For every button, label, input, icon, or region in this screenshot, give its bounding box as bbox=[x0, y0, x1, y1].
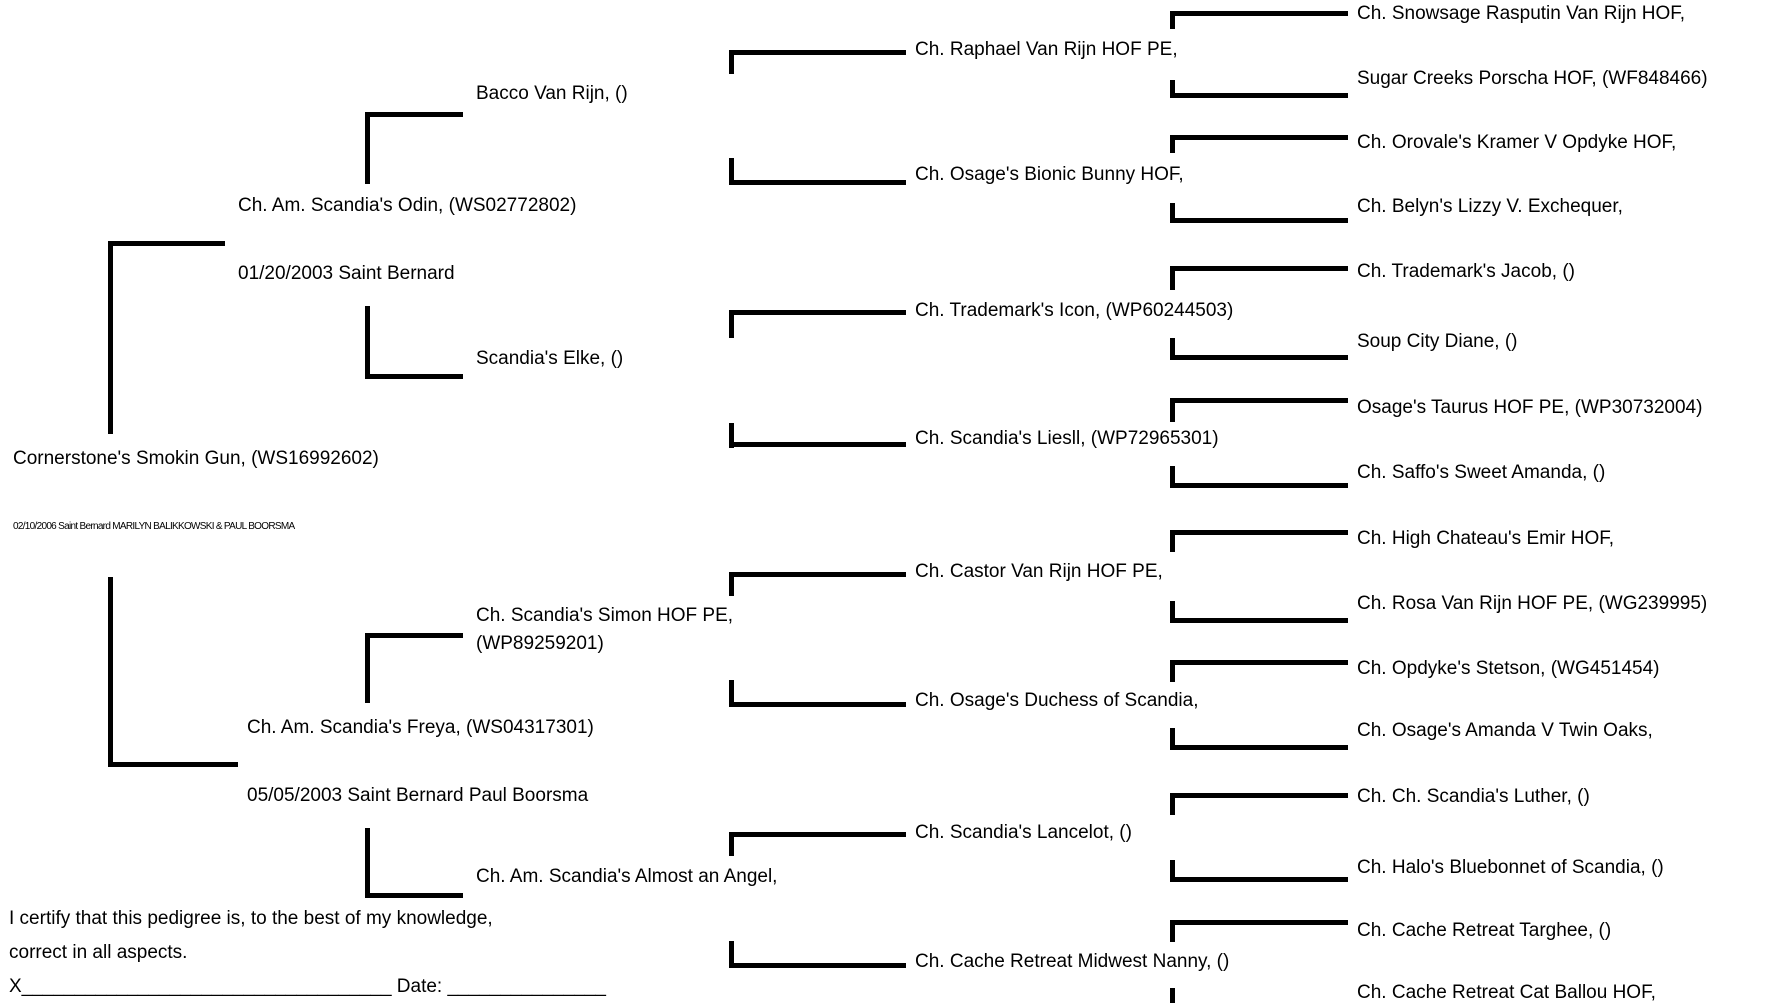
ssd-dam: Ch. Belyn's Lizzy V. Exchequer, bbox=[1357, 196, 1623, 217]
bracket-line bbox=[1170, 466, 1175, 488]
bracket-line bbox=[1170, 218, 1348, 223]
bracket-line bbox=[1170, 660, 1348, 665]
bracket-line bbox=[1170, 530, 1175, 552]
bracket-line bbox=[1170, 266, 1175, 290]
bracket-line bbox=[1170, 11, 1175, 29]
bracket-line bbox=[1170, 988, 1175, 1003]
bracket-line bbox=[1170, 203, 1175, 223]
bracket-line bbox=[365, 633, 463, 638]
bracket-line bbox=[108, 241, 225, 246]
sdd-sire: Osage's Taurus HOF PE, (WP30732004) bbox=[1357, 397, 1703, 418]
bracket-line bbox=[729, 310, 734, 338]
bracket-line bbox=[365, 374, 463, 379]
sds-sire: Ch. Trademark's Jacob, () bbox=[1357, 261, 1575, 282]
ss-dam: Ch. Osage's Bionic Bunny HOF, bbox=[915, 164, 1184, 185]
sire-sire-name: Bacco Van Rijn, () bbox=[476, 83, 628, 104]
bracket-line bbox=[1170, 860, 1175, 882]
bracket-line bbox=[1170, 135, 1175, 153]
bracket-line bbox=[108, 762, 238, 767]
bracket-line bbox=[729, 423, 734, 448]
bracket-line bbox=[729, 702, 906, 707]
sss-sire: Ch. Snowsage Rasputin Van Rijn HOF, bbox=[1357, 3, 1686, 24]
subject-info: 02/10/2006 Saint Bernard MARILYN BALIKKO… bbox=[13, 521, 295, 532]
sss-dam: Sugar Creeks Porscha HOF, (WF848466) bbox=[1357, 68, 1708, 89]
bracket-line bbox=[729, 310, 906, 315]
bracket-line bbox=[108, 241, 113, 434]
bracket-line bbox=[1170, 793, 1175, 815]
ddd-sire: Ch. Cache Retreat Targhee, () bbox=[1357, 920, 1612, 941]
sire-name: Ch. Am. Scandia's Odin, (WS02772802) bbox=[238, 195, 577, 216]
sd-sire: Ch. Trademark's Icon, (WP60244503) bbox=[915, 300, 1234, 321]
ss-sire: Ch. Raphael Van Rijn HOF PE, bbox=[915, 39, 1178, 60]
dam-sire-reg: (WP89259201) bbox=[476, 633, 604, 654]
sdd-dam: Ch. Saffo's Sweet Amanda, () bbox=[1357, 462, 1606, 483]
dam-dam-name: Ch. Am. Scandia's Almost an Angel, bbox=[476, 866, 778, 887]
dsd-sire: Ch. Opdyke's Stetson, (WG451454) bbox=[1357, 658, 1660, 679]
bracket-line bbox=[1170, 135, 1348, 140]
bracket-line bbox=[1170, 530, 1348, 535]
ds-sire: Ch. Castor Van Rijn HOF PE, bbox=[915, 561, 1163, 582]
bracket-line bbox=[1170, 745, 1348, 750]
bracket-line bbox=[1170, 601, 1175, 623]
sd-dam: Ch. Scandia's Liesll, (WP72965301) bbox=[915, 428, 1219, 449]
bracket-line bbox=[729, 832, 906, 837]
bracket-line bbox=[1170, 80, 1175, 98]
bracket-line bbox=[1170, 93, 1348, 98]
bracket-line bbox=[1170, 920, 1175, 942]
bracket-line bbox=[365, 893, 463, 898]
sds-dam: Soup City Diane, () bbox=[1357, 331, 1518, 352]
ssd-sire: Ch. Orovale's Kramer V Opdyke HOF, bbox=[1357, 132, 1677, 153]
bracket-line bbox=[729, 963, 906, 968]
bracket-line bbox=[729, 572, 906, 577]
bracket-line bbox=[1170, 618, 1348, 623]
dss-sire: Ch. High Chateau's Emir HOF, bbox=[1357, 528, 1615, 549]
dam-name: Ch. Am. Scandia's Freya, (WS04317301) bbox=[247, 717, 594, 738]
bracket-line bbox=[1170, 355, 1348, 360]
bracket-line bbox=[729, 941, 734, 966]
dds-sire: Ch. Ch. Scandia's Luther, () bbox=[1357, 786, 1590, 807]
subject-name: Cornerstone's Smokin Gun, (WS16992602) bbox=[13, 448, 379, 469]
bracket-line bbox=[729, 50, 734, 74]
dss-dam: Ch. Rosa Van Rijn HOF PE, (WG239995) bbox=[1357, 593, 1708, 614]
sire-dam-name: Scandia's Elke, () bbox=[476, 348, 624, 369]
bracket-line bbox=[108, 577, 113, 767]
dsd-dam: Ch. Osage's Amanda V Twin Oaks, bbox=[1357, 720, 1653, 741]
bracket-line bbox=[1170, 660, 1175, 682]
sire-info: 01/20/2003 Saint Bernard bbox=[238, 263, 455, 284]
bracket-line bbox=[365, 112, 463, 117]
certification-line1: I certify that this pedigree is, to the … bbox=[9, 908, 493, 929]
certification-line2: correct in all aspects. bbox=[9, 942, 188, 963]
bracket-line bbox=[1170, 793, 1348, 798]
bracket-line bbox=[1170, 266, 1348, 271]
dam-info: 05/05/2003 Saint Bernard Paul Boorsma bbox=[247, 785, 589, 806]
dam-sire-name: Ch. Scandia's Simon HOF PE, bbox=[476, 605, 734, 626]
bracket-line bbox=[1170, 877, 1348, 882]
bracket-line bbox=[1170, 483, 1348, 488]
bracket-line bbox=[1170, 728, 1175, 750]
bracket-line bbox=[365, 633, 370, 703]
bracket-line bbox=[1170, 920, 1348, 925]
bracket-line bbox=[365, 306, 370, 379]
bracket-line bbox=[1170, 11, 1348, 16]
ddd-dam: Ch. Cache Retreat Cat Ballou HOF, bbox=[1357, 982, 1656, 1003]
bracket-line bbox=[729, 180, 906, 185]
bracket-line bbox=[365, 112, 370, 184]
bracket-line bbox=[729, 50, 906, 55]
signature-line[interactable]: X___________________________________ Dat… bbox=[9, 976, 606, 997]
bracket-line bbox=[729, 572, 734, 596]
bracket-line bbox=[1170, 338, 1175, 360]
dds-dam: Ch. Halo's Bluebonnet of Scandia, () bbox=[1357, 857, 1664, 878]
bracket-line bbox=[1170, 398, 1348, 403]
ds-dam: Ch. Osage's Duchess of Scandia, bbox=[915, 690, 1199, 711]
bracket-line bbox=[365, 828, 370, 898]
bracket-line bbox=[729, 680, 734, 705]
bracket-line bbox=[1170, 398, 1175, 422]
bracket-line bbox=[729, 442, 906, 447]
bracket-line bbox=[729, 158, 734, 183]
dd-sire: Ch. Scandia's Lancelot, () bbox=[915, 822, 1132, 843]
dd-dam: Ch. Cache Retreat Midwest Nanny, () bbox=[915, 951, 1230, 972]
bracket-line bbox=[729, 832, 734, 856]
